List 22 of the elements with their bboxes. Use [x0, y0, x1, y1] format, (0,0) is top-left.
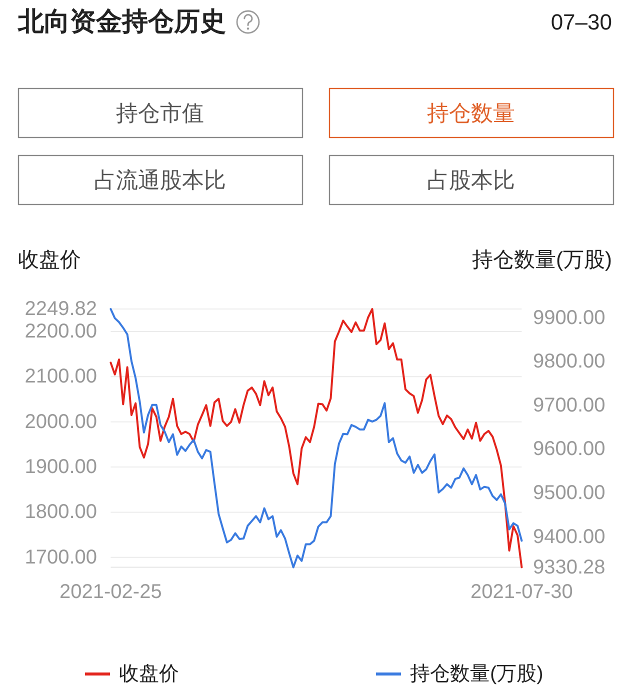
- y2-tick-label: 9330.28: [533, 556, 606, 578]
- y2-tick-label: 9600.00: [533, 438, 606, 460]
- legend-label: 收盘价: [119, 663, 179, 685]
- y-tick-label: 1800.00: [24, 501, 97, 524]
- y-tick-label: 1900.00: [24, 456, 97, 478]
- title: 北向资金持仓历史: [18, 6, 226, 36]
- y-tick-label: 1700.00: [24, 546, 97, 568]
- y2-tick-label: 9900.00: [533, 306, 606, 329]
- y-tick-label: 2200.00: [24, 320, 97, 342]
- y-tick-label: 2249.82: [24, 298, 97, 320]
- y-tick-label: 2100.00: [24, 366, 97, 388]
- x-tick-label: 2021-07-30: [470, 581, 573, 603]
- ylabel: 收盘价: [18, 248, 81, 272]
- y-tick-label: 2000.00: [24, 410, 97, 433]
- y2-tick-label: 9400.00: [533, 526, 606, 548]
- x-tick-label: 2021-02-25: [60, 581, 162, 603]
- y2-tick-label: 9700.00: [533, 394, 606, 416]
- y2-tick-label: 9500.00: [533, 482, 606, 504]
- legend-label: 持仓数量(万股): [410, 663, 544, 685]
- y2-tick-label: 9800.00: [533, 350, 606, 373]
- subtitle: 07–30: [550, 10, 612, 34]
- y2label: 持仓数量(万股): [472, 248, 612, 272]
